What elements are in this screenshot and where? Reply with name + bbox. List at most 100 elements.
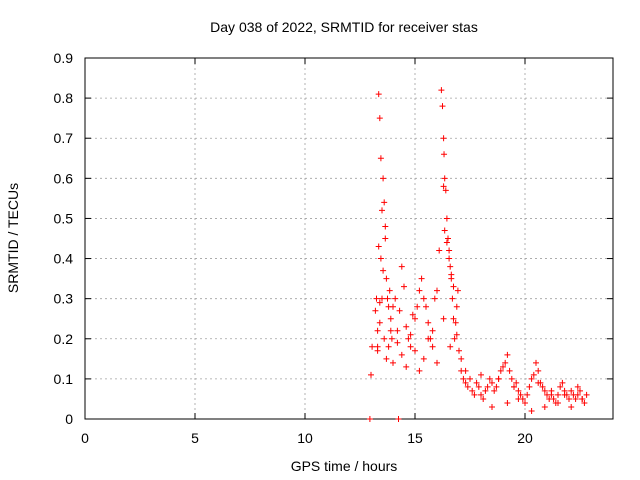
data-point	[440, 183, 447, 190]
data-point	[574, 391, 581, 398]
data-point	[388, 335, 395, 342]
data-point	[381, 199, 388, 206]
data-point	[462, 367, 469, 374]
data-point	[453, 303, 460, 310]
data-point	[448, 271, 455, 278]
data-point	[416, 287, 423, 294]
data-point	[442, 187, 449, 194]
y-tick-label: 0.7	[54, 130, 74, 146]
data-point	[447, 343, 454, 350]
data-point	[374, 347, 381, 354]
data-point	[395, 416, 402, 422]
x-tick-label: 15	[407, 430, 423, 446]
data-point	[555, 399, 561, 406]
data-point	[374, 327, 381, 334]
data-point	[396, 307, 403, 314]
data-point	[407, 331, 414, 338]
data-point	[412, 315, 418, 322]
data-point	[398, 351, 405, 358]
tick-labels: 0 0.1 0.2 0.3 0.4 0.5 0.6 0.7 0.8 0.9 0 5 10 15 20	[54, 50, 533, 446]
data-point	[526, 383, 533, 390]
data-point	[418, 275, 425, 282]
data-point	[377, 155, 384, 162]
data-point	[379, 207, 385, 214]
data-point	[462, 379, 469, 386]
y-tick-label: 0.2	[54, 331, 74, 347]
data-point	[471, 391, 478, 398]
y-tick-label: 0.9	[54, 50, 74, 66]
data-point	[447, 263, 454, 270]
data-point	[434, 287, 440, 294]
data-point	[561, 391, 568, 398]
data-point	[376, 319, 383, 326]
data-point	[502, 359, 509, 366]
data-point	[467, 375, 473, 382]
data-point	[380, 267, 387, 274]
data-point	[484, 383, 491, 390]
data-point	[429, 343, 436, 350]
data-point	[441, 151, 448, 158]
data-point	[385, 343, 392, 350]
data-point	[438, 87, 445, 94]
data-point	[508, 375, 515, 382]
data-point	[409, 311, 416, 318]
data-point	[368, 371, 374, 378]
grid-lines	[85, 58, 613, 419]
x-tick-label: 5	[191, 430, 199, 446]
y-tick-label: 0.5	[54, 210, 74, 226]
x-tick-label: 0	[81, 430, 89, 446]
data-point	[581, 399, 588, 406]
data-point	[486, 375, 493, 382]
data-point	[375, 91, 382, 98]
data-point	[517, 391, 524, 398]
data-point	[429, 327, 436, 334]
y-tick-label: 0	[65, 411, 73, 427]
y-tick-label: 0.3	[54, 291, 74, 307]
data-point	[382, 223, 389, 230]
data-point	[387, 327, 394, 334]
data-point	[511, 383, 517, 390]
data-point	[383, 275, 390, 282]
data-point	[557, 383, 564, 390]
data-point	[475, 383, 482, 390]
data-point	[451, 335, 458, 342]
data-point	[398, 263, 405, 270]
data-point	[431, 295, 438, 302]
data-point	[493, 383, 500, 390]
data-point	[515, 387, 522, 394]
data-point	[420, 295, 427, 302]
data-point	[482, 387, 489, 394]
data-point	[452, 319, 459, 326]
data-point	[440, 135, 447, 142]
x-tick-label: 10	[297, 430, 313, 446]
data-point	[407, 343, 414, 350]
data-point	[425, 319, 432, 326]
data-point	[583, 391, 590, 398]
data-point	[379, 295, 385, 302]
data-point	[506, 367, 513, 374]
data-point	[441, 227, 448, 234]
data-points	[366, 87, 590, 422]
data-point	[469, 387, 476, 394]
data-point	[495, 375, 502, 382]
data-point	[454, 287, 461, 294]
y-tick-label: 0.8	[54, 90, 74, 106]
data-point	[489, 403, 495, 410]
data-point	[384, 295, 391, 302]
data-point	[574, 383, 581, 390]
data-point	[504, 351, 511, 358]
data-point	[423, 303, 429, 310]
x-tick-label: 20	[517, 430, 533, 446]
data-point	[515, 395, 522, 402]
data-point	[390, 303, 396, 310]
data-point	[541, 403, 548, 410]
chart-title: Day 038 of 2022, SRMTID for receiver sta…	[210, 19, 478, 35]
axis-ticks	[84, 57, 613, 420]
data-point	[528, 375, 535, 382]
data-point	[480, 395, 487, 402]
data-point	[375, 243, 382, 250]
data-point	[568, 387, 575, 394]
data-point	[491, 387, 498, 394]
data-point	[436, 247, 443, 254]
y-tick-label: 0.1	[54, 371, 74, 387]
